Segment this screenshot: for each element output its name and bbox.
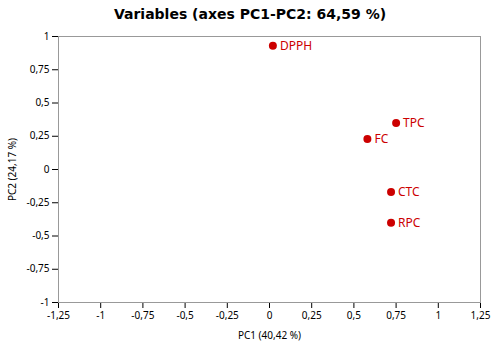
svg-text:DPPH: DPPH [280,37,312,54]
svg-text:0: 0 [44,162,50,176]
svg-text:-0,75: -0,75 [26,261,49,275]
svg-text:0,5: 0,5 [35,95,49,109]
svg-text:-0,5: -0,5 [32,228,50,242]
svg-text:PC2 (24,17 %): PC2 (24,17 %) [5,138,19,201]
svg-text:0,25: 0,25 [302,308,322,322]
svg-text:-0,5: -0,5 [176,308,194,322]
svg-text:-1: -1 [41,295,50,309]
svg-text:-1: -1 [96,308,105,322]
svg-text:FC: FC [374,130,388,147]
svg-text:0,75: 0,75 [30,62,50,76]
svg-text:-0,25: -0,25 [26,195,49,209]
svg-text:0,75: 0,75 [386,308,406,322]
svg-text:CTC: CTC [398,183,420,200]
svg-text:PC1 (40,42 %): PC1 (40,42 %) [238,328,301,342]
svg-text:0,25: 0,25 [30,128,50,142]
html-text:Variables (axes PC1-PC2: 64,59: Variables (axes PC1-PC2: 64,59 %) [113,6,387,22]
svg-text:0,5: 0,5 [347,308,361,322]
svg-text:RPC: RPC [398,214,421,231]
svg-text:-1,25: -1,25 [47,308,70,322]
svg-text:-0,25: -0,25 [216,308,239,322]
svg-text:0: 0 [267,308,273,322]
svg-text:-0,75: -0,75 [131,308,154,322]
svg-text:1: 1 [435,308,441,322]
svg-text:1: 1 [44,29,50,43]
svg-text:1,25: 1,25 [471,308,491,322]
svg-text:TPC: TPC [403,114,425,131]
